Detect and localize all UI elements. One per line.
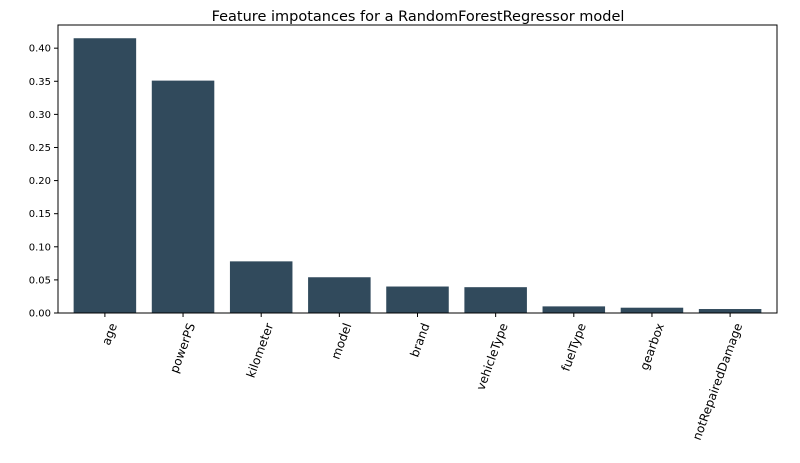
y-tick-label: 0.25 [29,143,51,154]
plot-area-frame [57,24,778,314]
bars-group [73,38,762,313]
y-tick-label: 0.40 [29,44,51,55]
y-axis: 0.00 0.05 0.10 0.15 0.20 0.25 0.30 0.35 0.40 [29,44,58,320]
y-tick-label: 0.30 [29,110,51,121]
bar-brand [386,286,449,313]
bar-vehicleType [464,287,527,313]
bar-powerPS [151,80,215,313]
chart-title: Feature impotances for a RandomForestReg… [212,9,625,25]
y-tick-label: 0.00 [29,309,51,320]
x-axis: age powerPS kilometer model brand vehicleType… [99,313,745,442]
y-tick-label: 0.05 [29,275,51,286]
bar-gearbox [620,307,684,313]
bar-notRepairedDamage [698,309,762,313]
x-tick-label: powerPS [167,321,198,375]
x-tick-label: brand [407,321,432,359]
x-tick-label: kilometer [244,321,277,379]
x-tick-label: gearbox [637,321,667,372]
bar-age [73,38,137,313]
x-tick-label: fuelType [559,321,589,373]
y-tick-label: 0.20 [29,176,51,187]
bar-model [308,277,371,313]
x-tick-label: model [328,321,354,361]
x-tick-label: vehicleType [474,321,511,392]
bar-kilometer [229,261,293,313]
x-tick-label: age [99,321,120,347]
x-tick-label: notRepairedDamage [690,321,745,442]
bar-fuelType [542,306,606,313]
y-tick-label: 0.35 [29,77,51,88]
y-tick-label: 0.10 [29,242,51,253]
y-tick-label: 0.15 [29,209,51,220]
